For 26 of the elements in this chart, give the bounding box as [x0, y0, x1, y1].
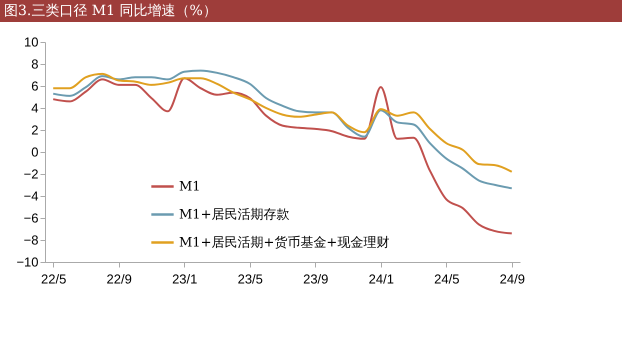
y-tick-label: 8 — [31, 56, 38, 72]
x-tick-label: 24/5 — [434, 272, 460, 286]
y-tick-label: −6 — [24, 210, 38, 226]
y-tick-label: 0 — [31, 144, 38, 160]
x-tick-label: 23/5 — [238, 272, 263, 286]
x-tick-label: 23/1 — [172, 272, 198, 286]
y-tick-label: −8 — [24, 232, 38, 248]
line-series — [52, 72, 513, 173]
legend-label: M1+居民活期存款 — [179, 208, 290, 222]
y-tick-label: −2 — [24, 166, 38, 182]
x-tick-label: 22/5 — [41, 272, 66, 286]
x-tick-label: 23/9 — [303, 272, 328, 286]
legend-label: M1 — [179, 180, 201, 194]
x-tick-label: 22/9 — [106, 272, 132, 286]
y-tick-label: 10 — [24, 34, 38, 50]
y-tick-label: 4 — [31, 100, 38, 116]
y-tick-label: −4 — [24, 188, 38, 204]
y-tick-label: −10 — [16, 254, 38, 270]
y-tick-label: 2 — [31, 122, 38, 138]
line-series — [52, 77, 513, 234]
legend-label: M1+居民活期+货币基金+现金理财 — [179, 236, 390, 250]
y-tick-label: 6 — [31, 78, 38, 94]
line-series — [52, 70, 513, 190]
chart-title: 图3.三类口径 M1 同比增速（%） — [0, 0, 622, 22]
x-tick-label: 24/9 — [500, 272, 525, 286]
x-tick-label: 24/1 — [368, 272, 394, 286]
